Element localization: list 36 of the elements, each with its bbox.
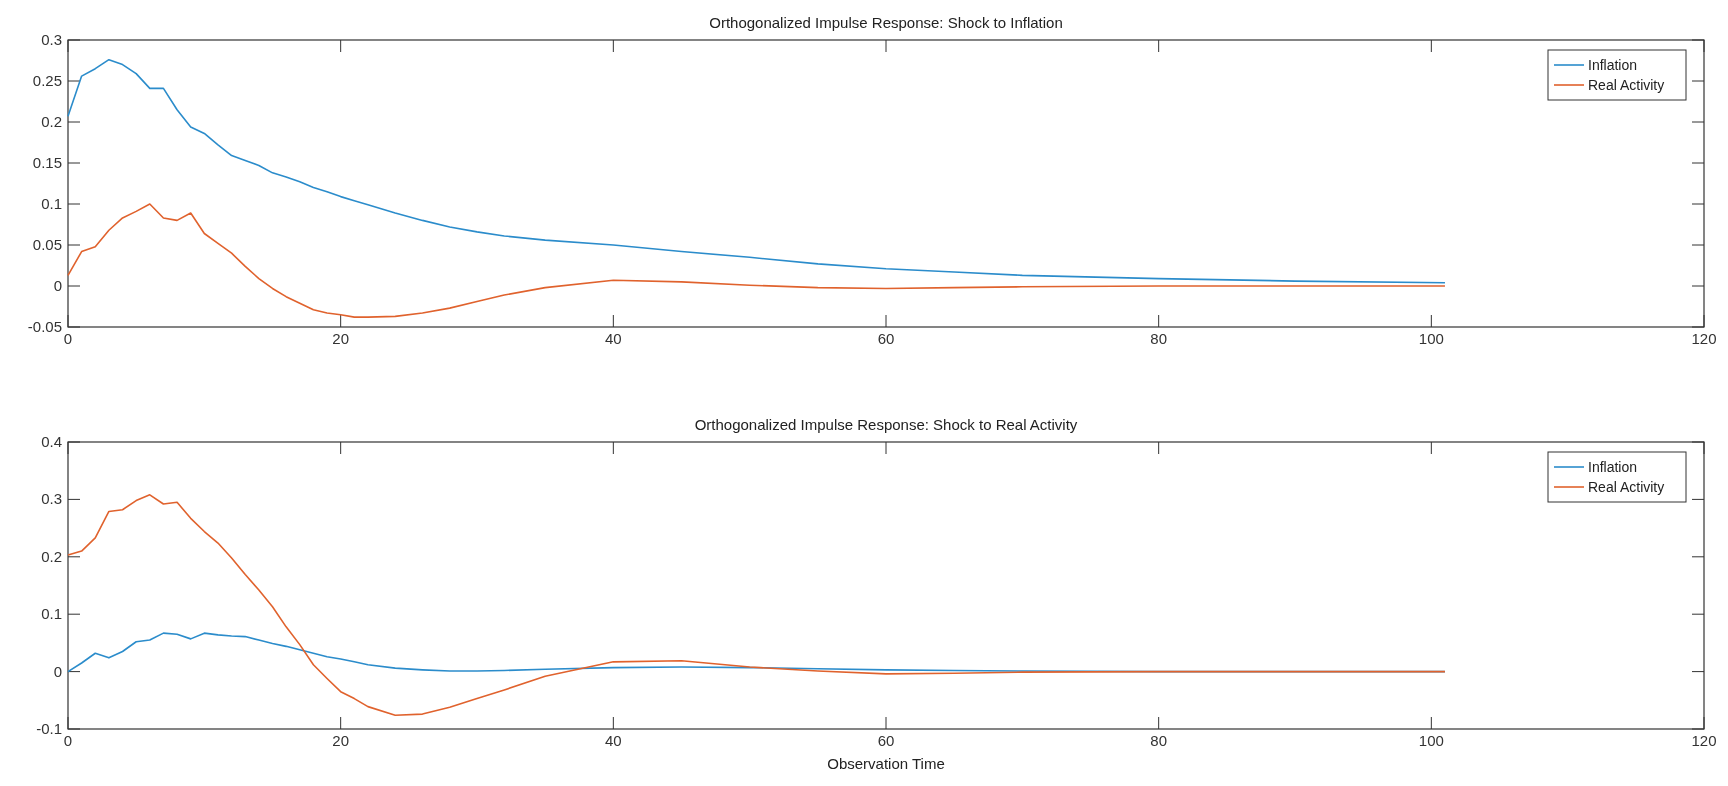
y-tick-label: 0.4 [41, 433, 62, 450]
x-tick-label: 60 [877, 732, 895, 749]
x-tick-label: 40 [604, 732, 622, 749]
x-tick-label: 40 [604, 330, 622, 347]
legend-label: Real Activity [1588, 479, 1665, 495]
legend-label: Inflation [1588, 459, 1638, 475]
x-tick-label: 80 [1150, 330, 1168, 347]
y-tick-label: 0.2 [41, 547, 62, 565]
x-tick-label: 80 [1150, 732, 1168, 749]
x-tick-label: 20 [332, 732, 350, 749]
y-tick-label: 0 [53, 662, 62, 680]
y-tick-label: 0.3 [41, 31, 62, 48]
line-series [67, 494, 1446, 717]
y-tick-label: 0.1 [41, 195, 62, 212]
x-tick-label: 100 [1418, 330, 1444, 347]
y-tick-label: 0.1 [41, 605, 62, 623]
line-series [67, 203, 1446, 318]
legend-label: Inflation [1588, 57, 1638, 73]
y-tick-label: 0 [53, 277, 62, 294]
line-series [67, 58, 1446, 284]
x-tick-label: 120 [1691, 330, 1717, 347]
x-tick-label: 100 [1418, 732, 1444, 749]
chart-title: Orthogonalized Impulse Response: Shock to Real Activity [694, 416, 1078, 433]
y-tick-label: 0.3 [41, 490, 62, 508]
y-tick-label: 0.15 [32, 154, 62, 171]
y-tick-label: -0.05 [27, 318, 62, 335]
chart-title: Orthogonalized Impulse Response: Shock to Inflation [709, 14, 1063, 31]
x-axis-title: Observation Time [827, 755, 945, 772]
x-tick-label: 20 [332, 330, 350, 347]
y-tick-label: 0.25 [32, 72, 62, 89]
legend-label: Real Activity [1588, 77, 1665, 93]
y-tick-label: 0.05 [32, 236, 62, 253]
y-tick-label: -0.1 [36, 720, 62, 737]
x-tick-label: 120 [1691, 732, 1717, 749]
x-tick-label: 60 [877, 330, 895, 347]
y-tick-label: 0.2 [41, 113, 62, 130]
